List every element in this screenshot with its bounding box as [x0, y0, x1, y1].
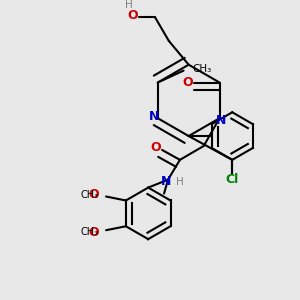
Text: O: O: [128, 9, 139, 22]
Text: N: N: [148, 110, 159, 123]
Text: O: O: [89, 188, 100, 201]
Text: CH₃: CH₃: [192, 64, 212, 74]
Text: O: O: [151, 142, 161, 154]
Text: O: O: [89, 226, 100, 239]
Text: CH₃: CH₃: [80, 227, 98, 237]
Text: H: H: [176, 177, 184, 187]
Text: N: N: [216, 114, 227, 127]
Text: H: H: [125, 0, 133, 10]
Text: O: O: [182, 76, 193, 89]
Text: Cl: Cl: [226, 173, 239, 186]
Text: CH₃: CH₃: [80, 190, 98, 200]
Text: N: N: [161, 175, 171, 188]
